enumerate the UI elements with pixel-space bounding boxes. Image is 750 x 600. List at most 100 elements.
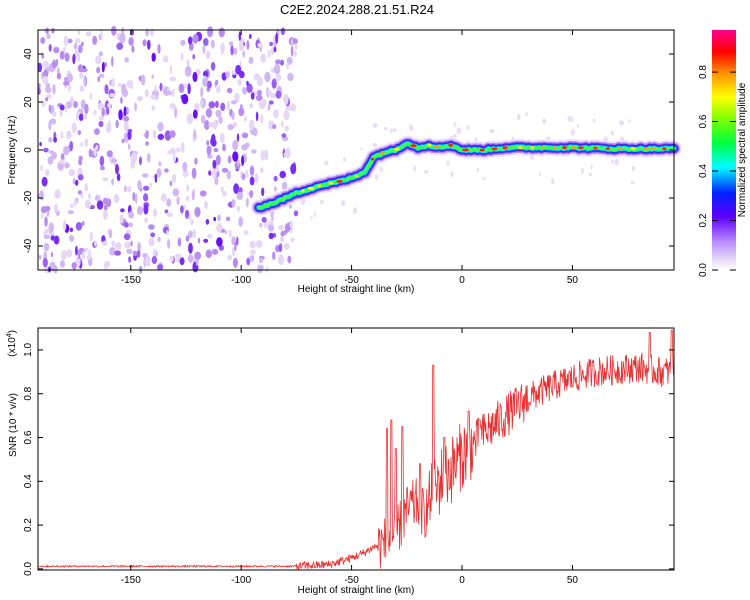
- x-tick-label: -100: [231, 275, 251, 286]
- noise-blob: [138, 156, 143, 166]
- noise-blob: [226, 170, 231, 180]
- noise-blob: [60, 250, 67, 260]
- noise-blob: [181, 93, 189, 105]
- noise-blob: [104, 261, 108, 271]
- noise-blob: [171, 104, 177, 109]
- noise-blob: [249, 176, 255, 186]
- noise-blob: [151, 255, 158, 265]
- noise-blob: [150, 94, 157, 100]
- spectrogram-ridge: [250, 135, 682, 216]
- y-tick-label: 0.6: [23, 430, 34, 444]
- noise-blob: [310, 216, 313, 220]
- noise-blob: [101, 107, 105, 117]
- noise-blob: [99, 165, 105, 171]
- noise-blob: [59, 104, 65, 111]
- spectrogram-y-ticks: -40 -20 0 20 40: [23, 48, 674, 253]
- noise-blob: [111, 25, 117, 36]
- noise-blob: [137, 179, 142, 191]
- noise-blob: [136, 250, 141, 258]
- noise-blob: [278, 224, 285, 231]
- noise-blob: [128, 37, 134, 46]
- noise-blob: [116, 42, 124, 50]
- noise-blob: [517, 113, 521, 121]
- colorbar-gradient: [712, 30, 736, 270]
- ridge-peak: [662, 147, 667, 151]
- noise-blob: [228, 229, 232, 238]
- noise-blob: [119, 213, 124, 224]
- noise-blob: [287, 72, 294, 82]
- noise-blob: [115, 163, 119, 175]
- noise-blob: [413, 165, 417, 172]
- noise-blob: [145, 130, 149, 139]
- noise-blob: [389, 128, 393, 134]
- ridge-peak: [427, 143, 432, 147]
- noise-blob: [319, 200, 324, 205]
- noise-blob: [157, 122, 164, 132]
- noise-blob: [94, 240, 97, 247]
- noise-blob: [72, 177, 76, 185]
- ridge-peak: [448, 143, 454, 147]
- noise-blob: [268, 100, 274, 105]
- noise-blob: [117, 82, 122, 87]
- noise-blob: [157, 133, 164, 140]
- noise-blob: [99, 155, 105, 167]
- noise-blob: [215, 154, 221, 165]
- noise-blob: [124, 185, 127, 193]
- noise-blob: [199, 190, 207, 197]
- noise-blob: [313, 211, 316, 218]
- noise-blob: [273, 175, 278, 182]
- noise-blob: [265, 266, 269, 273]
- spectrogram-x-ticks: -150 -100 -50 0 50: [121, 30, 578, 286]
- noise-blob: [216, 223, 223, 233]
- noise-blob: [269, 41, 273, 47]
- noise-blob: [60, 260, 65, 268]
- noise-blob: [142, 173, 149, 178]
- noise-blob: [185, 235, 190, 242]
- noise-blob: [213, 147, 219, 153]
- noise-blob: [392, 128, 397, 132]
- noise-blob: [222, 190, 227, 197]
- noise-blob: [103, 204, 108, 211]
- noise-blob: [127, 143, 131, 150]
- noise-blob: [184, 66, 192, 77]
- noise-blob: [143, 203, 149, 215]
- x-tick-label: -50: [344, 275, 359, 286]
- noise-blob: [108, 120, 111, 127]
- x-tick-label: 0: [459, 575, 465, 586]
- noise-blob: [170, 148, 176, 153]
- noise-blob: [54, 203, 58, 214]
- spectrogram-panel: -150 -100 -50 0 50 -40 -20 0 20 40 Height of str…: [7, 25, 682, 295]
- noise-blob: [232, 122, 238, 128]
- noise-blob: [77, 130, 82, 136]
- noise-blob: [542, 118, 547, 124]
- noise-blob: [372, 143, 378, 147]
- noise-blob: [289, 103, 297, 112]
- noise-blob: [610, 130, 615, 136]
- noise-blob: [214, 79, 219, 86]
- noise-blob: [78, 44, 83, 54]
- noise-blob: [134, 193, 138, 204]
- noise-blob: [232, 257, 238, 268]
- ridge-peak: [370, 157, 375, 161]
- noise-blob: [44, 169, 50, 177]
- noise-blob: [157, 264, 164, 271]
- noise-blob: [132, 250, 138, 257]
- noise-blob: [86, 31, 91, 36]
- noise-blob: [246, 197, 249, 208]
- figure-title: C2E2.2024.288.21.51.R24: [280, 2, 434, 17]
- noise-blob: [113, 193, 120, 204]
- noise-blob: [84, 138, 89, 148]
- noise-blob: [174, 107, 178, 118]
- noise-blob: [196, 70, 201, 76]
- noise-blob: [56, 72, 62, 80]
- noise-blob: [68, 168, 76, 177]
- noise-blob: [63, 81, 70, 86]
- noise-blob: [172, 188, 180, 197]
- noise-blob: [188, 215, 192, 221]
- noise-blob: [106, 107, 110, 115]
- noise-blob: [206, 140, 210, 146]
- noise-blob: [200, 86, 204, 98]
- noise-blob: [590, 164, 593, 171]
- noise-blob: [48, 150, 54, 155]
- noise-blob: [275, 59, 281, 65]
